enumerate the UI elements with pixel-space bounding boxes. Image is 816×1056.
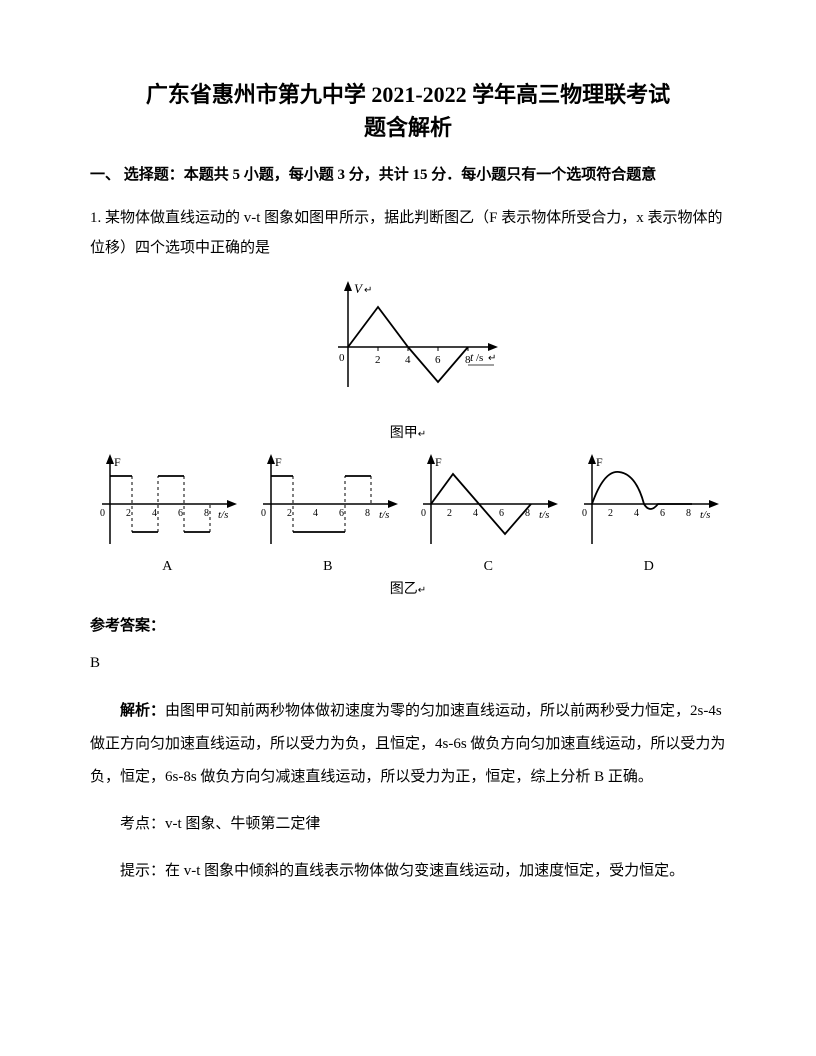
svg-text:t: t [470, 350, 474, 364]
explain-bold: 解析： [120, 703, 165, 719]
svg-text:/s: /s [476, 352, 483, 364]
svg-text:↵: ↵ [488, 353, 496, 364]
svg-text:4: 4 [473, 508, 478, 519]
svg-text:4: 4 [634, 508, 639, 519]
svg-text:6: 6 [660, 508, 665, 519]
svg-text:2: 2 [447, 508, 452, 519]
section-heading: 一、 选择题：本题共 5 小题，每小题 3 分，共计 15 分．每小题只有一个选… [90, 162, 726, 189]
svg-text:6: 6 [499, 508, 504, 519]
answer-label: 参考答案： [90, 613, 726, 640]
svg-text:t/s: t/s [218, 509, 228, 521]
svg-text:t/s: t/s [539, 509, 549, 521]
svg-text:F: F [435, 455, 442, 469]
figure-main-label: 图甲↵ [90, 421, 726, 446]
svg-text:F: F [275, 455, 282, 469]
svg-text:F: F [114, 455, 121, 469]
svg-text:8: 8 [365, 508, 370, 519]
svg-text:4: 4 [405, 354, 411, 366]
svg-text:2: 2 [287, 508, 292, 519]
options-row: F 0 t/s 2 4 6 8 A F 0 t/s [90, 452, 726, 579]
option-c-letter: C [411, 554, 566, 579]
svg-text:0: 0 [339, 352, 345, 364]
title-line-1: 广东省惠州市第九中学 2021-2022 学年高三物理联考试 [146, 82, 670, 107]
question-1: 1. 某物体做直线运动的 v-t 图象如图甲所示，据此判断图乙（F 表示物体所受… [90, 203, 726, 263]
figure-main: 2 4 6 8 0 V ↵ t /s ↵ [90, 277, 726, 417]
option-b-letter: B [251, 554, 406, 579]
svg-text:0: 0 [100, 508, 105, 519]
option-d-letter: D [572, 554, 727, 579]
page-title: 广东省惠州市第九中学 2021-2022 学年高三物理联考试 题含解析 [90, 78, 726, 144]
svg-text:6: 6 [339, 508, 344, 519]
svg-text:8: 8 [204, 508, 209, 519]
svg-text:4: 4 [313, 508, 318, 519]
svg-text:0: 0 [582, 508, 587, 519]
option-c: F 0 t/s 2 4 6 8 C [411, 452, 566, 579]
svg-text:t/s: t/s [379, 509, 389, 521]
svg-text:↵: ↵ [364, 285, 372, 296]
svg-text:6: 6 [435, 354, 441, 366]
explanation: 解析：由图甲可知前两秒物体做初速度为零的匀加速直线运动，所以前两秒受力恒定，2s… [90, 695, 726, 794]
option-a: F 0 t/s 2 4 6 8 A [90, 452, 245, 579]
svg-text:0: 0 [261, 508, 266, 519]
tips: 考点：v-t 图象、牛顿第二定律 [90, 808, 726, 841]
svg-text:2: 2 [126, 508, 131, 519]
svg-text:V: V [354, 281, 364, 296]
svg-text:F: F [596, 455, 603, 469]
figure-options-label: 图乙↵ [90, 577, 726, 602]
svg-text:6: 6 [178, 508, 183, 519]
svg-text:4: 4 [152, 508, 157, 519]
title-line-2: 题含解析 [364, 115, 452, 140]
answer-letter: B [90, 650, 726, 677]
svg-text:t/s: t/s [700, 509, 710, 521]
svg-text:0: 0 [421, 508, 426, 519]
option-a-letter: A [90, 554, 245, 579]
hint: 提示：在 v-t 图象中倾斜的直线表示物体做匀变速直线运动，加速度恒定，受力恒定… [90, 855, 726, 888]
svg-text:8: 8 [686, 508, 691, 519]
option-b: F 0 t/s 2 4 6 8 B [251, 452, 406, 579]
explain-text: 由图甲可知前两秒物体做初速度为零的匀加速直线运动，所以前两秒受力恒定，2s-4s… [90, 703, 725, 785]
svg-text:2: 2 [608, 508, 613, 519]
vt-graph: 2 4 6 8 0 V ↵ t /s ↵ [308, 277, 508, 407]
option-d: F 0 t/s 2 4 6 8 D [572, 452, 727, 579]
svg-text:2: 2 [375, 354, 381, 366]
